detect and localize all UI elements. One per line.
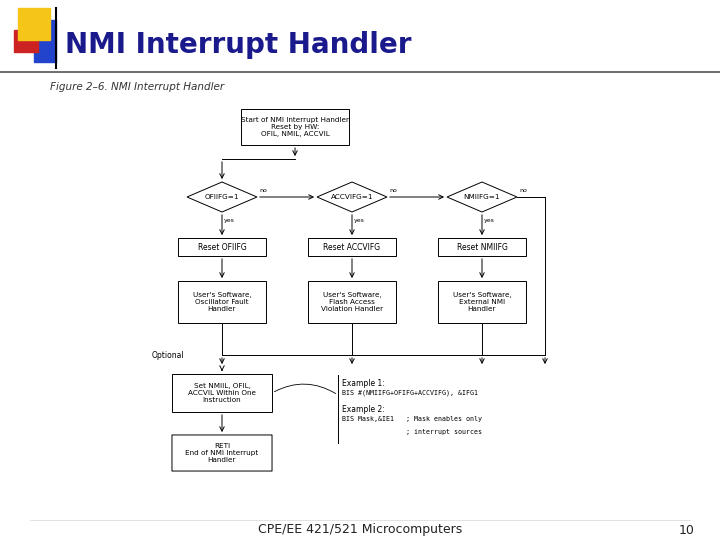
Bar [14, 30, 38, 52]
Text: BIS #(NMIIFG+OFIFG+ACCVIFG), &IFG1: BIS #(NMIIFG+OFIFG+ACCVIFG), &IFG1 [342, 390, 478, 396]
Text: NMIIFG=1: NMIIFG=1 [464, 194, 500, 200]
Text: Reset OFIIFG: Reset OFIIFG [197, 242, 246, 252]
Text: BIS Mask,&IE1   ; Mask enables only: BIS Mask,&IE1 ; Mask enables only [342, 416, 482, 422]
Polygon shape [317, 182, 387, 212]
FancyBboxPatch shape [172, 374, 272, 412]
Text: User's Software,
Oscillator Fault
Handler: User's Software, Oscillator Fault Handle… [193, 292, 251, 312]
Text: Set NMIIL, OFIL,
ACCVIL Within One
Instruction: Set NMIIL, OFIL, ACCVIL Within One Instr… [188, 383, 256, 403]
Text: no: no [519, 188, 527, 193]
Text: CPE/EE 421/521 Microcomputers: CPE/EE 421/521 Microcomputers [258, 523, 462, 537]
Text: Example 2:: Example 2: [342, 405, 384, 414]
FancyBboxPatch shape [172, 435, 272, 471]
FancyBboxPatch shape [438, 281, 526, 323]
Text: no: no [389, 188, 397, 193]
Text: Start of NMI Interrupt Handler
Reset by HW:
OFIL, NMIL, ACCVIL: Start of NMI Interrupt Handler Reset by … [241, 117, 349, 137]
Text: yes: yes [224, 218, 235, 223]
FancyBboxPatch shape [438, 238, 526, 256]
FancyBboxPatch shape [178, 281, 266, 323]
FancyBboxPatch shape [241, 109, 349, 145]
Text: yes: yes [354, 218, 365, 223]
Text: RETI
End of NMI Interrupt
Handler: RETI End of NMI Interrupt Handler [185, 443, 258, 463]
Text: OFIIFG=1: OFIIFG=1 [204, 194, 239, 200]
FancyBboxPatch shape [308, 238, 396, 256]
Text: Optional: Optional [152, 350, 184, 360]
FancyBboxPatch shape [308, 281, 396, 323]
Text: ACCVIFG=1: ACCVIFG=1 [330, 194, 373, 200]
Text: Example 1:: Example 1: [342, 379, 384, 388]
Text: Reset ACCVIFG: Reset ACCVIFG [323, 242, 381, 252]
Text: no: no [259, 188, 267, 193]
FancyBboxPatch shape [178, 238, 266, 256]
Bar [18, 8, 50, 40]
Text: Figure 2–6. NMI Interrupt Handler: Figure 2–6. NMI Interrupt Handler [50, 82, 224, 92]
Text: User's Software,
External NMI
Handler: User's Software, External NMI Handler [453, 292, 511, 312]
Polygon shape [447, 182, 517, 212]
Text: NMI Interrupt Handler: NMI Interrupt Handler [65, 31, 412, 59]
Text: ; interrupt sources: ; interrupt sources [342, 429, 482, 435]
Text: User's Software,
Flash Access
Violation Handler: User's Software, Flash Access Violation … [321, 292, 383, 312]
Bar [34, 20, 56, 62]
Text: Reset NMIIFG: Reset NMIIFG [456, 242, 508, 252]
Text: 10: 10 [679, 523, 695, 537]
Text: yes: yes [484, 218, 495, 223]
Polygon shape [187, 182, 257, 212]
